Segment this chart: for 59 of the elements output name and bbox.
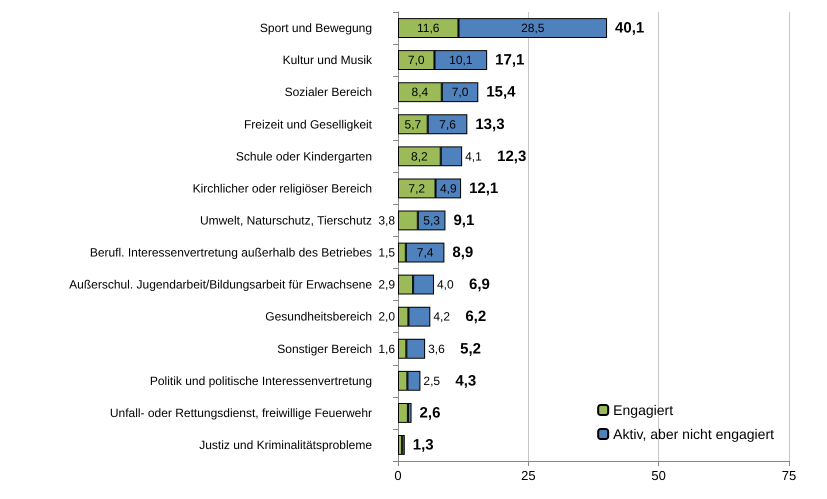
data-label: 7,6 xyxy=(439,117,456,132)
y-tick-label: Außerschul. Jugendarbeit/Bildungsarbeit für Erwachsene xyxy=(69,278,372,292)
y-tick-label: Unfall- oder Rettungsdienst, freiwillige Feuerwehr xyxy=(110,406,372,420)
data-label: 4,1 xyxy=(465,149,482,164)
total-label: 12,1 xyxy=(469,180,498,197)
data-label: 2,0 xyxy=(378,310,396,324)
data-label: 28,5 xyxy=(521,21,545,36)
data-label: 8,2 xyxy=(411,149,428,164)
data-label: 7,2 xyxy=(408,181,426,196)
data-label: 5,3 xyxy=(423,213,440,228)
total-label: 6,2 xyxy=(465,308,486,326)
data-label: 1,6 xyxy=(378,342,396,356)
total-label: 40,1 xyxy=(615,20,644,37)
data-label: 7,0 xyxy=(408,53,425,68)
total-label: 13,3 xyxy=(475,116,505,133)
x-tick-label: 25 xyxy=(521,468,536,483)
total-label: 9,1 xyxy=(453,212,474,229)
data-label: 2,5 xyxy=(423,374,440,388)
total-label: 15,4 xyxy=(486,84,516,101)
y-tick-label: Umwelt, Naturschutz, Tierschutz xyxy=(200,213,372,228)
data-label: 4,2 xyxy=(433,310,450,324)
y-tick-label: Politik und politische Interessenvertretung xyxy=(150,374,372,388)
y-tick-label: Kultur und Musik xyxy=(282,53,373,68)
total-label: 8,9 xyxy=(452,244,474,262)
x-tick-label: 75 xyxy=(782,468,796,483)
data-label: 1,5 xyxy=(378,246,396,260)
legend-label: Aktiv, aber nicht engagiert xyxy=(613,426,774,442)
data-label: 5,7 xyxy=(404,117,422,132)
data-label: 2,9 xyxy=(378,278,396,292)
x-tick-label: 50 xyxy=(651,468,666,483)
y-tick-label: Gesundheitsbereich xyxy=(265,310,372,324)
y-tick-label: Sport und Bewegung xyxy=(260,21,372,36)
total-label: 6,9 xyxy=(468,276,490,294)
data-label: 8,4 xyxy=(412,85,429,100)
total-label: 4,3 xyxy=(455,372,476,390)
y-tick-label: Schule oder Kindergarten xyxy=(236,149,372,164)
y-tick-label: Justiz und Kriminalitätsprobleme xyxy=(199,438,372,452)
y-tick-label: Kirchlicher oder religiöser Bereich xyxy=(192,181,372,196)
data-label: 7,0 xyxy=(452,85,469,100)
data-label: 4,9 xyxy=(440,181,457,196)
data-label: 4,0 xyxy=(436,278,454,292)
data-label: 7,4 xyxy=(416,246,434,260)
y-tick-label: Sozialer Bereich xyxy=(284,85,372,100)
data-label: 3,6 xyxy=(428,342,446,356)
bar xyxy=(398,435,402,455)
data-label: 10,1 xyxy=(449,53,473,68)
total-label: 2,6 xyxy=(420,404,440,422)
bar xyxy=(398,402,408,423)
total-label: 17,1 xyxy=(495,52,524,69)
total-label: 12,3 xyxy=(497,148,526,165)
y-tick-label: Freizeit und Geselligkeit xyxy=(244,117,373,132)
total-label: 5,2 xyxy=(460,340,481,358)
total-label: 1,3 xyxy=(412,436,434,454)
data-label: 3,8 xyxy=(378,213,396,228)
y-tick-label: Berufl. Interessenvertretung außerhalb des Betriebes xyxy=(90,246,372,260)
y-tick-label: Sonstiger Bereich xyxy=(277,342,372,356)
legend-label: Engagiert xyxy=(613,402,674,418)
x-tick-label: 0 xyxy=(394,468,402,483)
data-label: 11,6 xyxy=(417,21,440,36)
